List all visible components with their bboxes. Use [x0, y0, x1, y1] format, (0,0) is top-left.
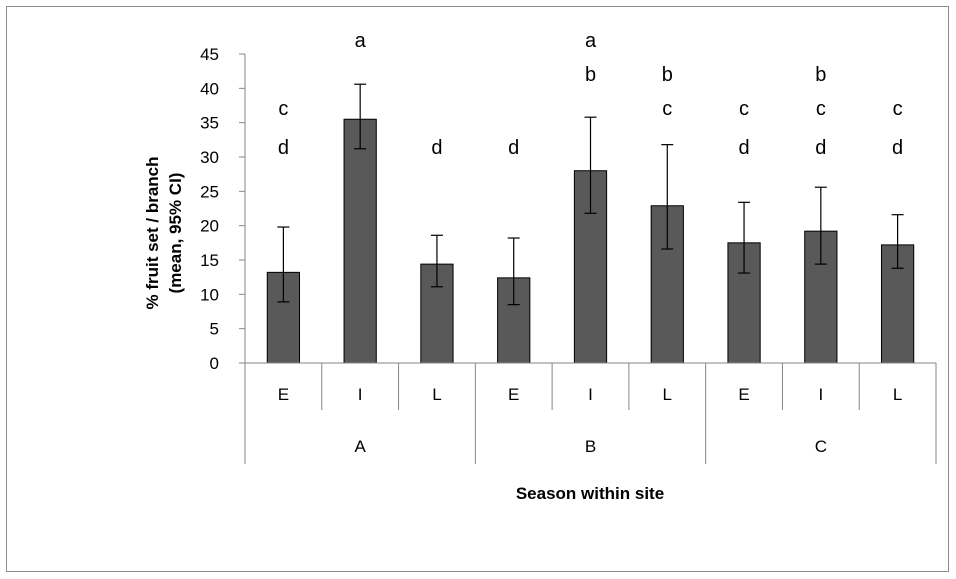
y-tick-label: 30: [200, 148, 219, 167]
significance-letter: c: [816, 98, 826, 120]
significance-letter: b: [662, 64, 673, 86]
significance-letter: d: [892, 137, 903, 159]
significance-letter: d: [815, 137, 826, 159]
x-category-label: L: [893, 385, 902, 404]
x-axis-group-labels: A B C: [354, 437, 826, 456]
significance-letter: b: [815, 64, 826, 86]
error-bars: [277, 83, 904, 306]
x-category-label: E: [508, 385, 519, 404]
x-group-label: A: [354, 437, 366, 456]
chart-area: [6, 6, 949, 572]
significance-letter: c: [662, 98, 672, 120]
bar: [343, 118, 377, 364]
significance-letter: a: [355, 30, 367, 52]
y-tick-label: 15: [200, 251, 219, 270]
x-category-label: I: [358, 385, 363, 404]
y-tick-label: 25: [200, 182, 219, 201]
axes: [239, 53, 937, 464]
x-group-label: C: [815, 437, 827, 456]
y-tick-label: 35: [200, 114, 219, 133]
y-tick-label: 10: [200, 285, 219, 304]
significance-letter: d: [508, 137, 519, 159]
y-tick-label: 20: [200, 217, 219, 236]
x-category-label: L: [432, 385, 441, 404]
significance-letter: c: [278, 98, 288, 120]
bar: [420, 263, 454, 364]
significance-letter: c: [739, 98, 749, 120]
x-category-label: E: [738, 385, 749, 404]
x-category-label: I: [818, 385, 823, 404]
y-axis-tick-labels: 0 5 10 15 20 25 30 35 40 45: [200, 45, 219, 373]
y-tick-label: 5: [210, 320, 219, 339]
x-category-label: I: [588, 385, 593, 404]
significance-letter: d: [278, 137, 289, 159]
significance-letter: d: [431, 137, 442, 159]
significance-letter: c: [893, 98, 903, 120]
x-category-label: L: [663, 385, 672, 404]
y-tick-label: 40: [200, 79, 219, 98]
x-group-label: B: [585, 437, 596, 456]
significance-letter: b: [585, 64, 596, 86]
x-category-label: E: [278, 385, 289, 404]
y-axis-title-line-1: % fruit set / branch: [143, 156, 162, 309]
y-tick-label: 0: [210, 354, 219, 373]
y-tick-label: 45: [200, 45, 219, 64]
significance-letter: a: [585, 30, 597, 52]
y-axis-title-line-2: (mean, 95% CI): [166, 173, 185, 294]
x-axis-title: Season within site: [516, 484, 664, 503]
significance-letter: d: [738, 137, 749, 159]
y-axis-title: % fruit set / branch (mean, 95% CI): [143, 156, 185, 309]
